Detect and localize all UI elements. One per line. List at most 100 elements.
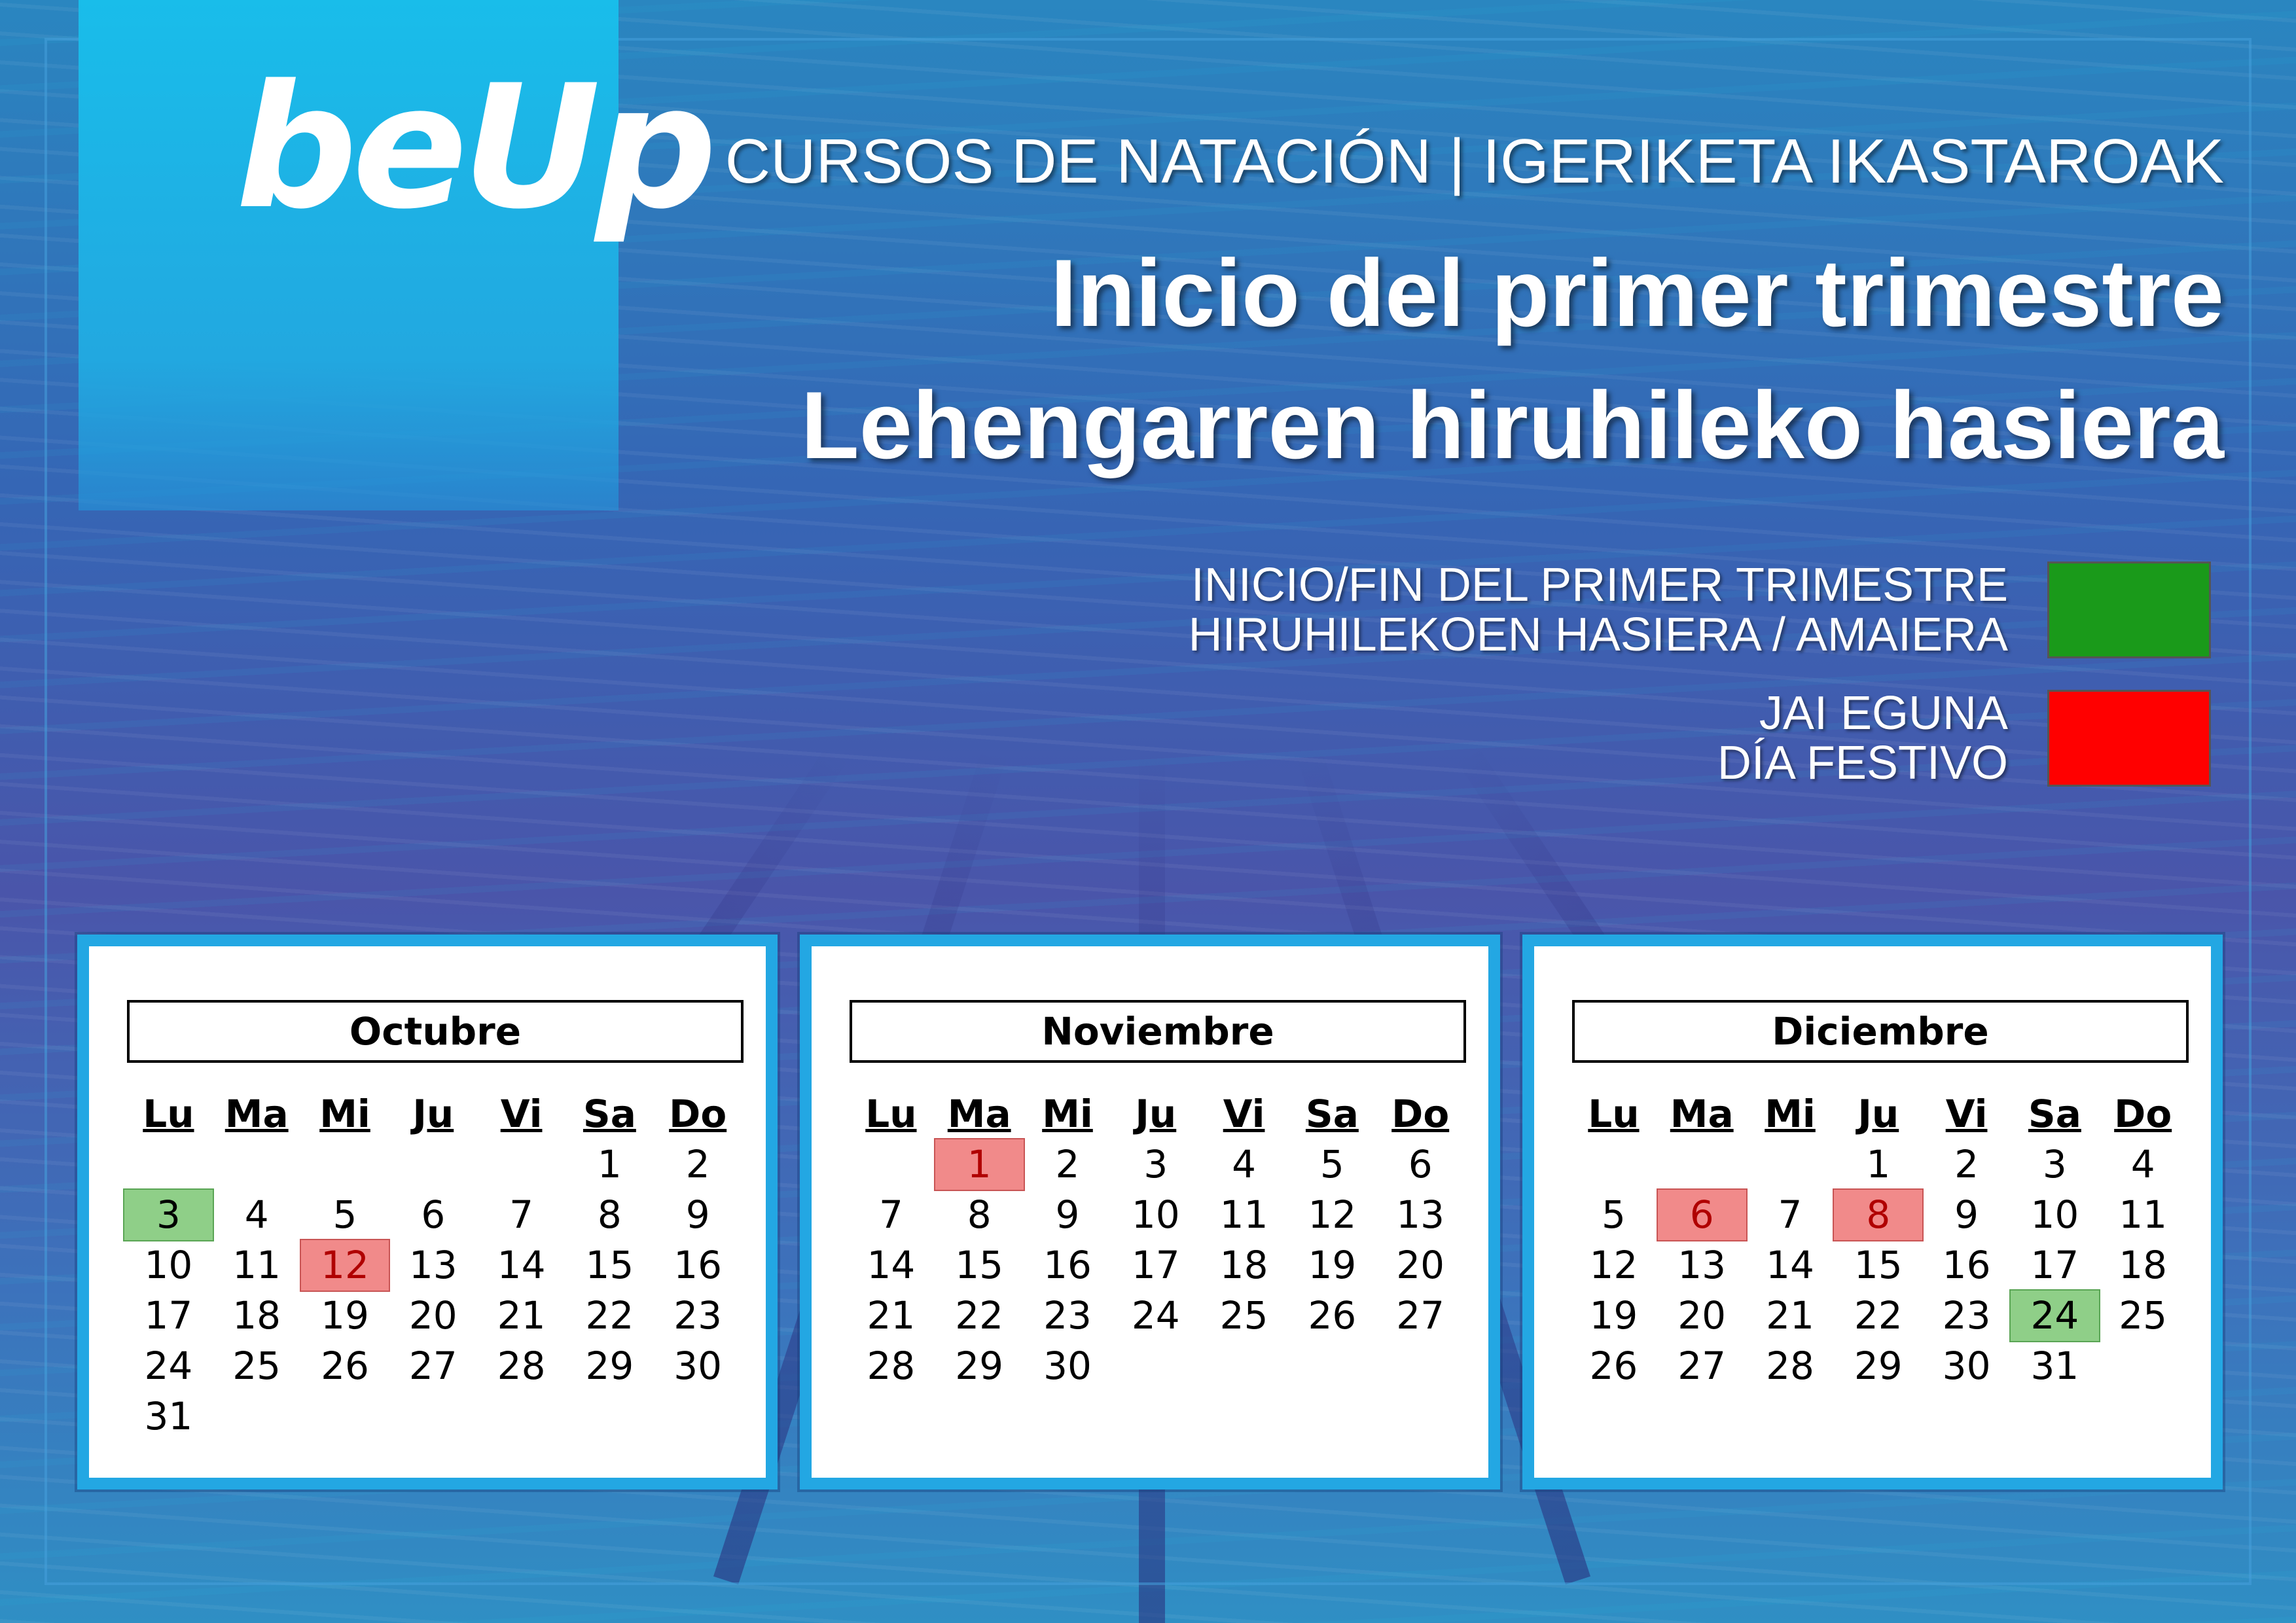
day-cell: 8	[967, 1192, 992, 1237]
day-cell: 19	[1308, 1243, 1357, 1287]
beup-logo: beUp	[236, 49, 717, 247]
empty-day-cell	[477, 1139, 565, 1190]
legend-trimester: INICIO/FIN DEL PRIMER TRIMESTRE HIRUHILE…	[1189, 560, 2211, 660]
day-cell: 13	[1677, 1243, 1727, 1287]
weekday-header: Ju	[1135, 1092, 1177, 1136]
day-cell-holiday: 12	[299, 1239, 391, 1292]
weekday-header: Lu	[865, 1092, 917, 1136]
day-cell: 1	[1866, 1142, 1891, 1186]
day-cell: 5	[332, 1192, 357, 1237]
weekday-header: Vi	[500, 1092, 543, 1136]
day-cell: 7	[1778, 1192, 1803, 1237]
day-cell: 16	[673, 1243, 723, 1287]
weekday-header: Vi	[1223, 1092, 1265, 1136]
main-title-eu: Lehengarren hiruhileko hasiera	[800, 372, 2224, 478]
day-cell: 15	[955, 1243, 1004, 1287]
weekday-header: Sa	[583, 1092, 636, 1136]
day-cell: 10	[144, 1243, 193, 1287]
day-cell-holiday: 6	[1656, 1188, 1748, 1241]
day-cell: 17	[144, 1293, 193, 1338]
day-cell: 27	[1677, 1344, 1727, 1388]
weekday-header: Mi	[1042, 1092, 1093, 1136]
day-cell: 17	[1131, 1243, 1180, 1287]
day-cell: 28	[497, 1344, 546, 1388]
day-cell: 10	[2030, 1192, 2079, 1237]
empty-day-cell	[301, 1139, 389, 1190]
day-cell: 26	[321, 1344, 369, 1388]
day-cell: 30	[673, 1344, 723, 1388]
day-cell: 15	[585, 1243, 634, 1287]
day-cell: 6	[1408, 1142, 1433, 1186]
day-cell: 25	[232, 1344, 281, 1388]
day-cell: 30	[1942, 1344, 1991, 1388]
day-cell: 27	[408, 1344, 457, 1388]
day-cell: 9	[1954, 1192, 1979, 1237]
day-cell: 16	[1942, 1243, 1991, 1287]
weekday-header: Sa	[1305, 1092, 1359, 1136]
weekday-header: Vi	[1945, 1092, 1988, 1136]
day-cell: 14	[497, 1243, 546, 1287]
day-cell: 2	[1954, 1142, 1979, 1186]
day-cell: 31	[2030, 1344, 2079, 1388]
legend-holiday-text: JAI EGUNA DÍA FESTIVO	[1717, 688, 2008, 788]
day-cell: 5	[1601, 1192, 1626, 1237]
day-cell: 19	[321, 1293, 369, 1338]
day-cell: 22	[585, 1293, 634, 1338]
calendar-october: Octubre Lu Ma Mi Ju Vi Sa Do 1 2 3 4 5 6 7 8 9 10 11 12 13 1…	[77, 935, 778, 1489]
day-cell: 30	[1043, 1344, 1092, 1388]
day-cell: 7	[509, 1192, 534, 1237]
empty-day-cell	[1746, 1139, 1835, 1190]
weekday-header: Ma	[1670, 1092, 1734, 1136]
logo-panel: beUp	[79, 0, 717, 510]
legend-green-swatch	[2047, 562, 2211, 658]
day-cell: 9	[685, 1192, 710, 1237]
calendar-november: Noviembre Lu Ma Mi Ju Vi Sa Do 1 2 3 4 5 6 7 8 9 10 11 12 1…	[800, 935, 1500, 1489]
day-cell: 28	[867, 1344, 916, 1388]
day-cell: 23	[1942, 1293, 1991, 1338]
day-cell: 18	[2119, 1243, 2168, 1287]
day-cell: 12	[1308, 1192, 1357, 1237]
day-cell: 29	[585, 1344, 634, 1388]
day-cell: 9	[1055, 1192, 1080, 1237]
day-cell: 21	[867, 1293, 916, 1338]
weekday-header: Do	[1391, 1092, 1450, 1136]
legend-holiday: JAI EGUNA DÍA FESTIVO	[1717, 688, 2211, 788]
day-cell: 24	[144, 1344, 193, 1388]
day-cell: 15	[1854, 1243, 1903, 1287]
day-cell: 7	[878, 1192, 903, 1237]
calendar-month-title: Diciembre	[1572, 1000, 2189, 1063]
day-cell: 20	[1396, 1243, 1445, 1287]
weekday-header: Ma	[947, 1092, 1011, 1136]
day-cell: 19	[1589, 1293, 1638, 1338]
day-cell-trimester: 24	[2009, 1289, 2100, 1342]
weekday-header: Lu	[143, 1092, 194, 1136]
weekday-header: Do	[2114, 1092, 2172, 1136]
weekday-header: Ma	[224, 1092, 289, 1136]
day-cell-holiday: 1	[933, 1138, 1025, 1191]
day-cell: 31	[144, 1394, 193, 1438]
day-cell: 14	[867, 1243, 916, 1287]
weekday-header: Do	[669, 1092, 727, 1136]
day-cell: 22	[1854, 1293, 1903, 1338]
weekday-header: Mi	[1765, 1092, 1816, 1136]
day-cell: 29	[1854, 1344, 1903, 1388]
day-cell: 1	[597, 1142, 622, 1186]
day-cell: 3	[2042, 1142, 2067, 1186]
day-cell: 26	[1589, 1344, 1638, 1388]
day-cell: 16	[1043, 1243, 1092, 1287]
calendar-month-title: Octubre	[127, 1000, 744, 1063]
legend-trimester-text: INICIO/FIN DEL PRIMER TRIMESTRE HIRUHILE…	[1189, 560, 2008, 660]
day-cell: 13	[1396, 1192, 1445, 1237]
empty-day-cell	[213, 1139, 301, 1190]
day-cell: 18	[1219, 1243, 1268, 1287]
day-cell: 2	[685, 1142, 710, 1186]
day-cell: 4	[244, 1192, 269, 1237]
day-cell: 24	[1131, 1293, 1180, 1338]
day-cell: 28	[1766, 1344, 1814, 1388]
day-cell: 4	[2130, 1142, 2155, 1186]
legend-holiday-line2: DÍA FESTIVO	[1717, 737, 2008, 789]
day-cell: 27	[1396, 1293, 1445, 1338]
day-cell: 21	[497, 1293, 546, 1338]
empty-day-cell	[124, 1139, 213, 1190]
calendar-grid: Lu Ma Mi Ju Vi Sa Do 1 2 3 4 5 6 7 8 9 10 11 12 13 14 15 16 17 1…	[123, 1089, 742, 1442]
